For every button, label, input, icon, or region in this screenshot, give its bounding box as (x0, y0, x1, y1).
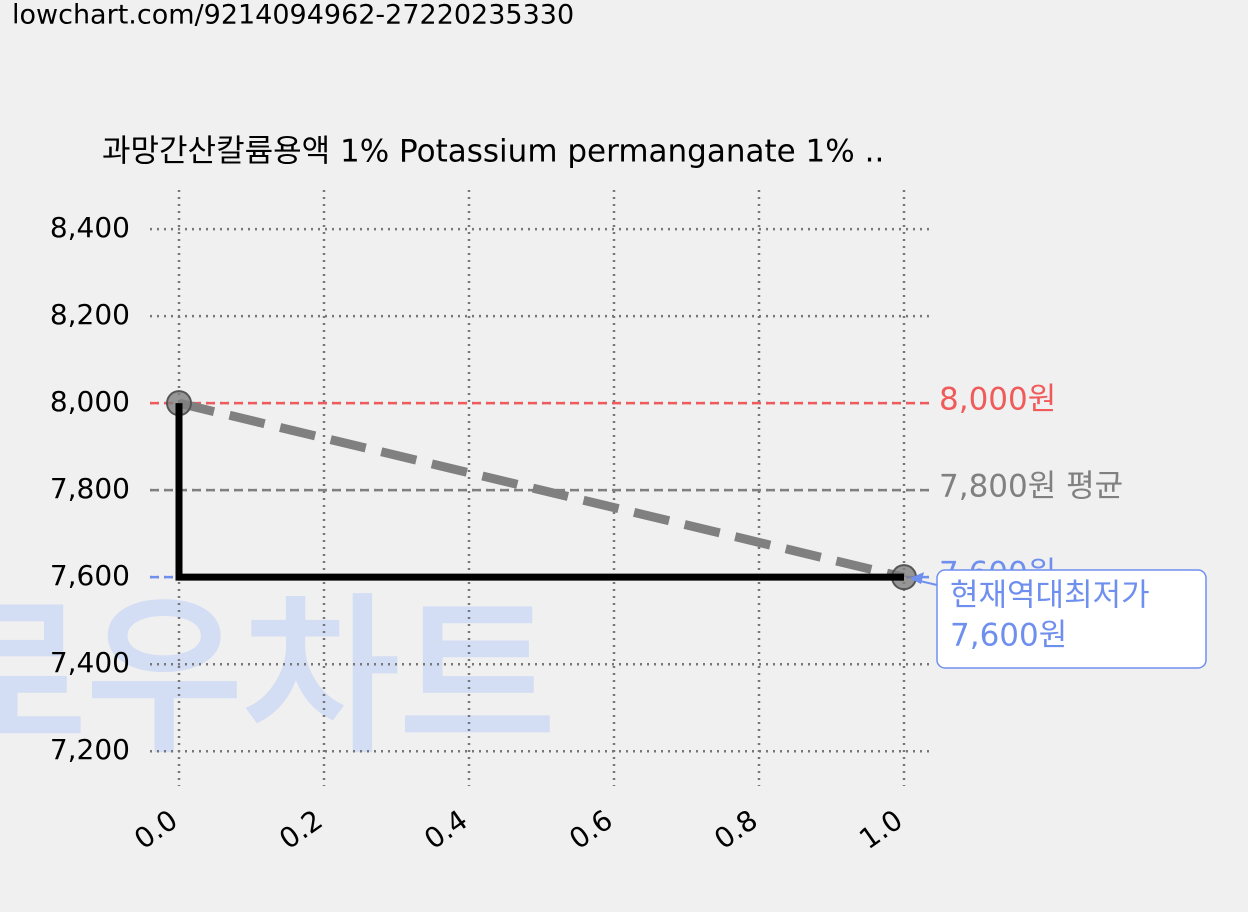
x-tick-label: 0.6 (563, 803, 618, 856)
annotation-box (936, 569, 1207, 669)
watermark: 로우차트 (0, 579, 556, 777)
y-tick-label: 7,800 (50, 472, 130, 505)
x-tick-label: 0.8 (708, 803, 763, 856)
annotation-arrowhead (910, 572, 924, 585)
line (175, 403, 904, 581)
annotation-text: 현재역대최저가 (950, 578, 1150, 614)
x-tick-label: 0.0 (128, 803, 183, 856)
reference-label: 7,800원 평균 (939, 469, 1123, 505)
y-tick-label: 8,000 (50, 385, 130, 418)
x-tick-label: 1.0 (853, 803, 908, 856)
annotation-text: 7,600원 (950, 618, 1067, 654)
x-tick-label: 0.2 (273, 803, 328, 856)
reference-label: 8,000원 (939, 382, 1056, 418)
y-tick-label: 7,600 (50, 559, 130, 592)
y-tick-label: 7,400 (50, 646, 130, 679)
chart-title: 과망간산칼륨용액 1% Potassium permanganate 1% .. (102, 134, 884, 170)
y-tick-label: 8,200 (50, 298, 130, 331)
line (177, 398, 906, 582)
y-tick-label: 8,400 (50, 211, 130, 244)
url: lowchart.com/9214094962-27220235330 (12, 0, 574, 31)
y-tick-label: 7,200 (50, 733, 130, 766)
x-tick-label: 0.4 (418, 803, 473, 856)
